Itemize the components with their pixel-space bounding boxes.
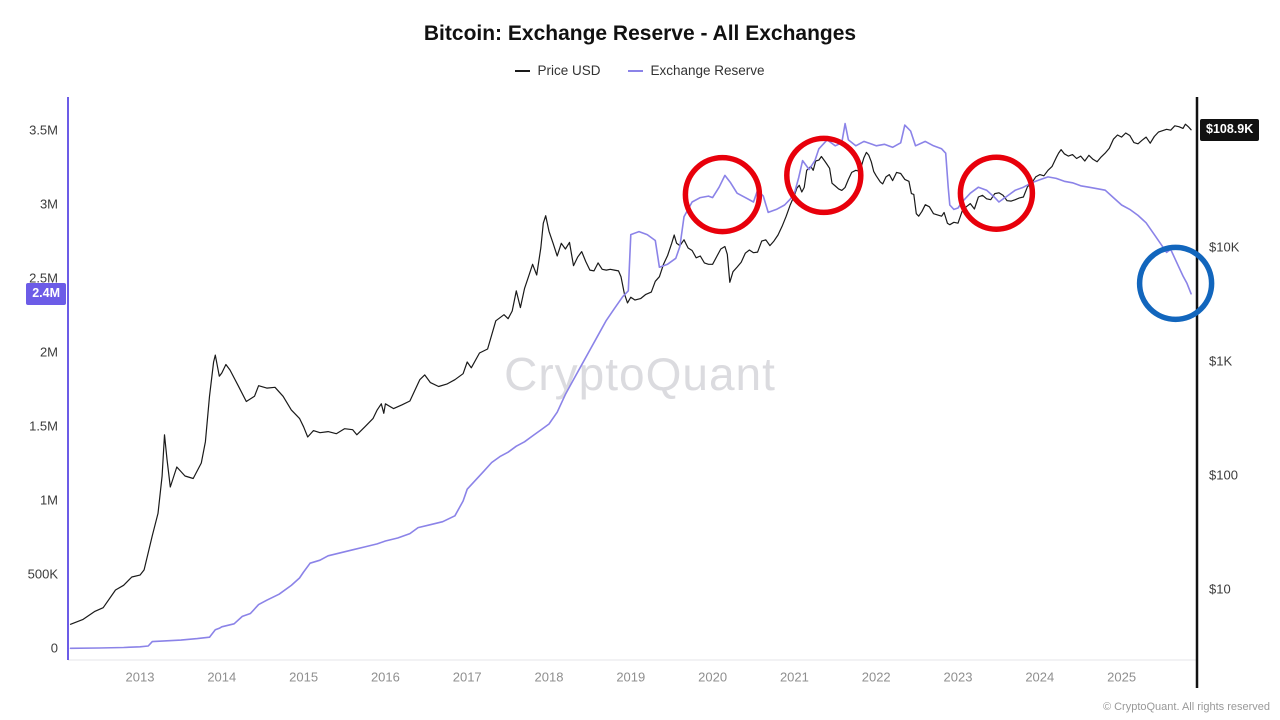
x-axis-tick-label: 2021	[780, 669, 809, 684]
price-value-badge: $108.9K	[1200, 118, 1260, 141]
red-circle-2020-annotation	[682, 154, 763, 235]
red-circle-2023-annotation	[957, 154, 1036, 232]
y-axis-right-tick-label: $10	[1209, 581, 1231, 596]
x-axis-tick-label: 2023	[944, 669, 973, 684]
price-line-swatch	[515, 69, 531, 72]
x-axis-tick-label: 2024	[1025, 669, 1054, 684]
y-axis-right-tick-label: $10K	[1209, 239, 1240, 254]
y-axis-left-tick-label: 3M	[40, 196, 58, 211]
chart-title: Bitcoin: Exchange Reserve - All Exchange…	[423, 22, 857, 45]
legend-label-price-usd: Price USD	[537, 63, 601, 78]
legend-item-price-usd[interactable]: Price USD	[515, 63, 600, 78]
series-line-price-usd	[69, 123, 1192, 625]
x-axis-tick-label: 2013	[126, 669, 155, 684]
y-axis-right-tick-label: $1K	[1209, 353, 1232, 368]
reserve-value-badge: 2.4M	[26, 282, 66, 305]
x-axis-tick-label: 2022	[862, 669, 891, 684]
y-axis-left-tick-label: 1.5M	[29, 418, 58, 433]
y-axis-left-tick-label: 1M	[40, 492, 58, 507]
y-axis-left-tick-label: 0	[51, 640, 58, 655]
x-axis-tick-label: 2016	[371, 669, 400, 684]
copyright-footer: © CryptoQuant. All rights reserved	[1102, 701, 1270, 713]
y-axis-left-tick-label: 3.5M	[29, 122, 58, 137]
x-axis-tick-label: 2017	[453, 669, 482, 684]
blue-circle-2025-annotation	[1136, 244, 1215, 323]
y-axis-left-tick-label: 2M	[40, 344, 58, 359]
x-axis-tick-label: 2020	[698, 669, 727, 684]
reserve-line-swatch	[628, 69, 644, 72]
y-axis-left-tick-label: 2.5M	[29, 270, 58, 285]
x-axis-tick-label: 2019	[616, 669, 645, 684]
y-axis-right-tick-label: $100	[1209, 467, 1238, 482]
legend: Price USD Exchange Reserve	[0, 63, 1280, 78]
legend-label-exchange-reserve: Exchange Reserve	[650, 63, 765, 78]
x-axis-tick-label: 2014	[207, 669, 236, 684]
x-axis-tick-label: 2015	[289, 669, 318, 684]
legend-item-exchange-reserve[interactable]: Exchange Reserve	[628, 63, 765, 78]
cryptoquant-watermark: CryptoQuant	[504, 348, 776, 400]
red-circle-2021-annotation	[784, 135, 864, 216]
x-axis-tick-label: 2018	[535, 669, 564, 684]
y-axis-left-tick-label: 500K	[28, 566, 59, 581]
x-axis-tick-label: 2025	[1107, 669, 1136, 684]
